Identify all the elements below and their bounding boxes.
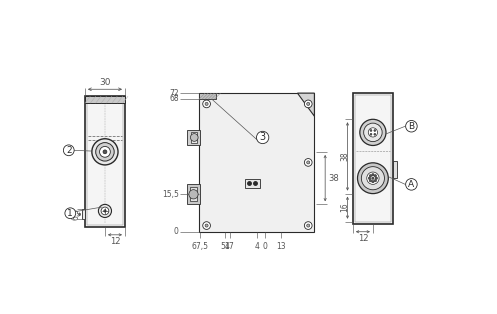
- Circle shape: [372, 174, 374, 176]
- Text: 3: 3: [259, 133, 266, 143]
- Circle shape: [203, 100, 210, 108]
- Circle shape: [104, 210, 106, 212]
- Text: A: A: [409, 180, 414, 189]
- Text: 38: 38: [328, 174, 339, 183]
- Text: 15,5: 15,5: [162, 190, 179, 199]
- Text: 13: 13: [276, 242, 285, 251]
- Text: 12: 12: [110, 237, 120, 246]
- Circle shape: [103, 150, 107, 154]
- Text: 47: 47: [225, 242, 235, 251]
- Circle shape: [364, 123, 382, 142]
- Circle shape: [64, 145, 74, 156]
- Text: 4: 4: [254, 242, 259, 251]
- Bar: [82, 209, 85, 219]
- Circle shape: [372, 181, 374, 183]
- Circle shape: [361, 167, 385, 190]
- Circle shape: [304, 222, 312, 230]
- Polygon shape: [199, 93, 315, 232]
- Polygon shape: [297, 93, 315, 116]
- Text: 0: 0: [263, 242, 268, 251]
- Text: 38: 38: [340, 152, 349, 161]
- Circle shape: [65, 208, 76, 219]
- Circle shape: [96, 143, 114, 161]
- Circle shape: [374, 133, 376, 135]
- Circle shape: [372, 177, 374, 179]
- Text: 16: 16: [340, 203, 349, 213]
- Circle shape: [369, 175, 372, 177]
- Circle shape: [374, 130, 376, 131]
- Bar: [245, 179, 260, 188]
- Circle shape: [374, 175, 377, 177]
- Circle shape: [307, 224, 310, 227]
- Circle shape: [189, 190, 198, 199]
- Text: B: B: [409, 122, 414, 131]
- Circle shape: [99, 146, 110, 157]
- Text: 6,5: 6,5: [72, 208, 81, 220]
- Bar: [191, 132, 197, 143]
- Circle shape: [369, 180, 372, 182]
- Bar: [85, 96, 125, 103]
- Circle shape: [406, 121, 417, 132]
- Text: 67,5: 67,5: [192, 242, 209, 251]
- Bar: [353, 93, 393, 224]
- Text: 1: 1: [68, 209, 73, 218]
- Bar: [186, 184, 200, 204]
- Circle shape: [92, 139, 118, 165]
- Circle shape: [101, 207, 109, 215]
- Circle shape: [368, 177, 371, 179]
- Circle shape: [374, 180, 377, 182]
- Circle shape: [370, 133, 372, 135]
- Text: 30: 30: [99, 78, 111, 87]
- Circle shape: [370, 130, 372, 131]
- Circle shape: [205, 224, 208, 227]
- Circle shape: [406, 179, 417, 190]
- Text: 68: 68: [169, 94, 179, 103]
- Circle shape: [368, 128, 378, 137]
- Text: 12: 12: [358, 234, 368, 243]
- Circle shape: [304, 159, 312, 166]
- Circle shape: [307, 102, 310, 106]
- Circle shape: [307, 161, 310, 164]
- Bar: [186, 130, 200, 145]
- Text: 72: 72: [169, 89, 179, 98]
- Circle shape: [190, 134, 198, 141]
- Bar: [355, 95, 391, 222]
- Circle shape: [360, 119, 386, 145]
- Text: 0: 0: [174, 227, 179, 236]
- Polygon shape: [199, 93, 216, 99]
- Text: 51: 51: [220, 242, 230, 251]
- Circle shape: [203, 222, 210, 230]
- Bar: [87, 99, 123, 225]
- Circle shape: [256, 131, 269, 143]
- Bar: [393, 161, 397, 178]
- Circle shape: [205, 102, 208, 106]
- Circle shape: [98, 204, 111, 218]
- Circle shape: [357, 163, 388, 194]
- Circle shape: [375, 177, 378, 179]
- Circle shape: [304, 100, 312, 108]
- Bar: [85, 96, 125, 227]
- Bar: [190, 187, 197, 201]
- Circle shape: [367, 172, 379, 184]
- Text: 2: 2: [66, 146, 72, 155]
